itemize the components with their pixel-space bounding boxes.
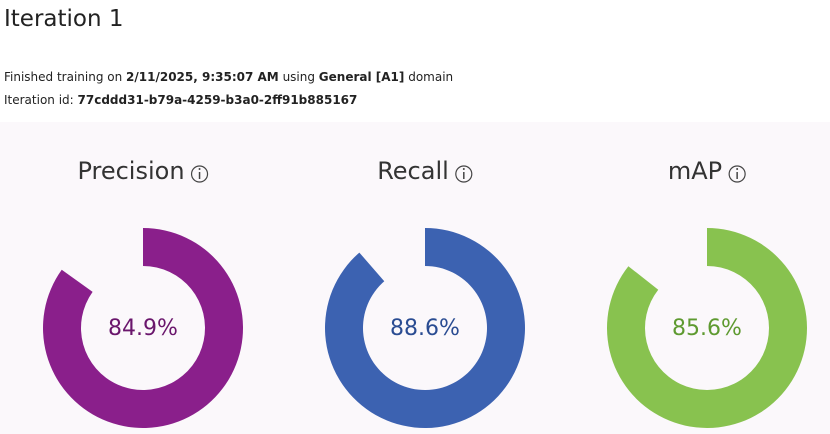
metric-title: Recall bbox=[377, 157, 449, 185]
info-icon bbox=[728, 165, 746, 183]
panel-background bbox=[0, 122, 830, 434]
info-text: domain bbox=[404, 70, 454, 84]
info-icon-dot bbox=[462, 168, 465, 170]
iteration-id-value: 77cddd31-b79a-4259-b3a0-2ff91b885167 bbox=[77, 93, 358, 107]
metric-value: 88.6% bbox=[390, 316, 460, 341]
metric-title: mAP bbox=[668, 157, 722, 185]
donut-arc bbox=[43, 228, 244, 428]
info-domain: General [A1] bbox=[318, 70, 405, 84]
info-text: Finished training on bbox=[4, 70, 127, 84]
info-date: 2/11/2025, 9:35:07 AM bbox=[126, 70, 279, 84]
info-icon-dot bbox=[736, 168, 739, 170]
metrics-panel: Precision 84.9% Recall 88.6% mAP 85.6% bbox=[0, 122, 830, 434]
donut-arc bbox=[325, 228, 525, 428]
metric-title: Precision bbox=[77, 157, 184, 185]
donut-arc bbox=[607, 228, 808, 428]
training-info: Finished training on 2/11/2025, 9:35:07 … bbox=[4, 70, 453, 84]
info-icon bbox=[455, 165, 473, 183]
info-icon-dot bbox=[198, 168, 201, 170]
info-text: Iteration id: bbox=[4, 93, 78, 107]
info-icon bbox=[190, 165, 209, 183]
metric-value: 84.9% bbox=[108, 316, 178, 341]
metric-value: 85.6% bbox=[672, 316, 742, 341]
info-text: using bbox=[278, 70, 319, 84]
iteration-title: Iteration 1 bbox=[4, 6, 124, 32]
iteration-id: Iteration id: 77cddd31-b79a-4259-b3a0-2f… bbox=[4, 93, 357, 107]
